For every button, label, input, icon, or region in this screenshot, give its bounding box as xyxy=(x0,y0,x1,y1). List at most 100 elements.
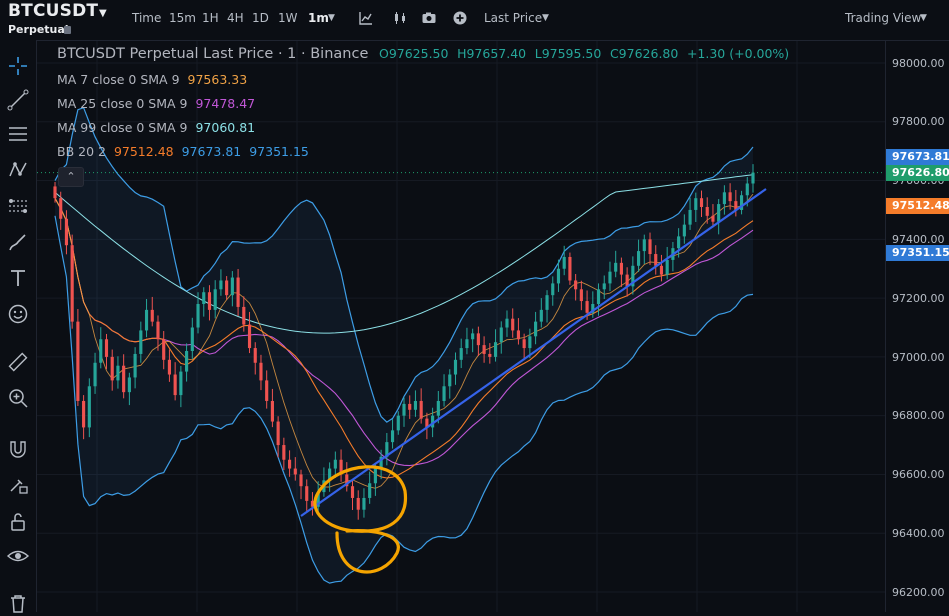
view-mode-dropdown-icon[interactable]: ▼ xyxy=(920,13,927,23)
candle-body xyxy=(539,309,543,322)
candle-body xyxy=(728,192,732,202)
candle-body xyxy=(654,254,658,266)
candle-body xyxy=(350,486,355,498)
last-price-tag: 97626.80 xyxy=(886,165,949,181)
candle-body xyxy=(505,318,509,328)
candle-body xyxy=(585,301,589,313)
candle-body xyxy=(659,265,664,275)
magnet-icon[interactable] xyxy=(6,438,30,462)
price-tick: 96400.00 xyxy=(892,527,945,540)
candle-body xyxy=(413,400,418,410)
collapse-legend-button[interactable]: ⌃ xyxy=(58,167,84,187)
legend-ma7[interactable]: MA 7 close 0 SMA 9 97563.33 xyxy=(57,72,247,87)
interval-1d[interactable]: 1D xyxy=(252,11,269,25)
legend-bb-basis: 97512.48 xyxy=(113,144,174,159)
drawing-toolbar xyxy=(0,40,37,613)
symbol-name[interactable]: BTCUSDT xyxy=(8,1,99,21)
emoji-icon[interactable] xyxy=(6,302,30,326)
candle-body xyxy=(333,459,337,469)
candle-body xyxy=(99,339,103,363)
candle-body xyxy=(465,339,469,349)
hand-drawn-circle-annotation xyxy=(313,465,408,574)
candle-body xyxy=(70,245,74,322)
lock-icon[interactable] xyxy=(6,510,30,534)
bb-lower-price-tag: 97351.15 xyxy=(886,245,949,261)
bollinger-upper-line xyxy=(54,106,754,423)
candle-body xyxy=(207,292,212,310)
text-tool-icon[interactable] xyxy=(6,266,30,290)
candle-body xyxy=(665,259,669,275)
legend-ma7-value: 97563.33 xyxy=(187,72,248,87)
trend-line-icon[interactable] xyxy=(6,88,30,112)
candle-body xyxy=(511,318,515,331)
candles-icon[interactable] xyxy=(392,10,408,26)
candle-body xyxy=(396,415,400,431)
trend-line-drawing xyxy=(300,188,767,517)
view-mode-select[interactable]: Trading View xyxy=(845,11,922,25)
candle-body xyxy=(699,198,704,208)
price-axis[interactable]: 98000.00 97800.00 97400.00 97200.00 9700… xyxy=(885,41,949,612)
horizontal-lines-icon[interactable] xyxy=(6,122,30,146)
price-chart[interactable] xyxy=(37,41,885,612)
candle-body xyxy=(385,442,389,457)
pattern-icon[interactable] xyxy=(6,158,30,182)
price-tick: 97800.00 xyxy=(892,115,945,128)
candle-body xyxy=(751,172,755,184)
trash-icon[interactable] xyxy=(6,592,30,616)
price-type-dropdown-icon[interactable]: ▼ xyxy=(542,13,549,23)
ruler-icon[interactable] xyxy=(6,350,30,374)
candle-body xyxy=(185,351,189,372)
crosshair-icon[interactable] xyxy=(6,54,30,78)
candle-body xyxy=(53,186,57,199)
candle-body xyxy=(167,359,171,375)
ma25-line xyxy=(54,197,754,467)
chart-pane[interactable] xyxy=(37,41,885,612)
candle-body xyxy=(356,497,360,510)
interval-time[interactable]: Time xyxy=(132,11,162,25)
candle-body xyxy=(408,403,412,410)
candle-body xyxy=(717,204,721,222)
candle-body xyxy=(471,333,475,340)
bollinger-basis-line xyxy=(54,197,754,479)
candle-body xyxy=(402,403,406,416)
lock-drawings-icon[interactable] xyxy=(6,472,30,496)
candle-body xyxy=(82,400,86,428)
candle-body xyxy=(196,303,200,328)
add-indicator-icon[interactable] xyxy=(452,10,468,26)
price-type-select[interactable]: Last Price xyxy=(484,11,543,25)
interval-dropdown-icon[interactable]: ▼ xyxy=(328,13,335,23)
legend-bb[interactable]: BB 20 2 97512.48 97673.81 97351.15 xyxy=(57,144,309,159)
zoom-in-icon[interactable] xyxy=(6,386,30,410)
eye-icon[interactable] xyxy=(6,544,30,568)
bb-upper-price-tag: 97673.81 xyxy=(886,149,949,165)
chart-type-icon[interactable] xyxy=(358,10,374,26)
candle-body xyxy=(173,374,177,396)
symbol-dropdown-icon[interactable]: ▼ xyxy=(99,8,107,19)
price-tick: 96200.00 xyxy=(892,586,945,599)
candle-body xyxy=(368,483,372,498)
candle-body xyxy=(219,280,223,290)
candle-body xyxy=(390,430,395,443)
candle-body xyxy=(236,277,240,307)
candle-body xyxy=(682,224,686,237)
contract-info-icon[interactable] xyxy=(64,26,71,34)
price-tick: 98000.00 xyxy=(892,57,945,70)
interval-1h[interactable]: 1H xyxy=(202,11,219,25)
brush-icon[interactable] xyxy=(6,230,30,254)
legend-ma99[interactable]: MA 99 close 0 SMA 9 97060.81 xyxy=(57,120,255,135)
camera-icon[interactable] xyxy=(421,10,437,26)
candle-body xyxy=(213,289,217,310)
legend-ma25[interactable]: MA 25 close 0 SMA 9 97478.47 xyxy=(57,96,255,111)
interval-15m[interactable]: 15m xyxy=(169,11,196,25)
interval-1w[interactable]: 1W xyxy=(278,11,298,25)
fib-channel-icon[interactable] xyxy=(6,194,30,218)
candle-body xyxy=(87,386,91,428)
interval-4h[interactable]: 4H xyxy=(227,11,244,25)
candle-body xyxy=(442,386,446,401)
interval-1m-active[interactable]: 1m xyxy=(308,11,329,25)
ohlc-low: L97595.50 xyxy=(534,46,602,61)
price-tick: 96800.00 xyxy=(892,409,945,422)
legend-ma25-label: MA 25 close 0 SMA 9 xyxy=(57,96,188,111)
candle-body xyxy=(694,198,698,210)
candle-body xyxy=(116,365,120,381)
